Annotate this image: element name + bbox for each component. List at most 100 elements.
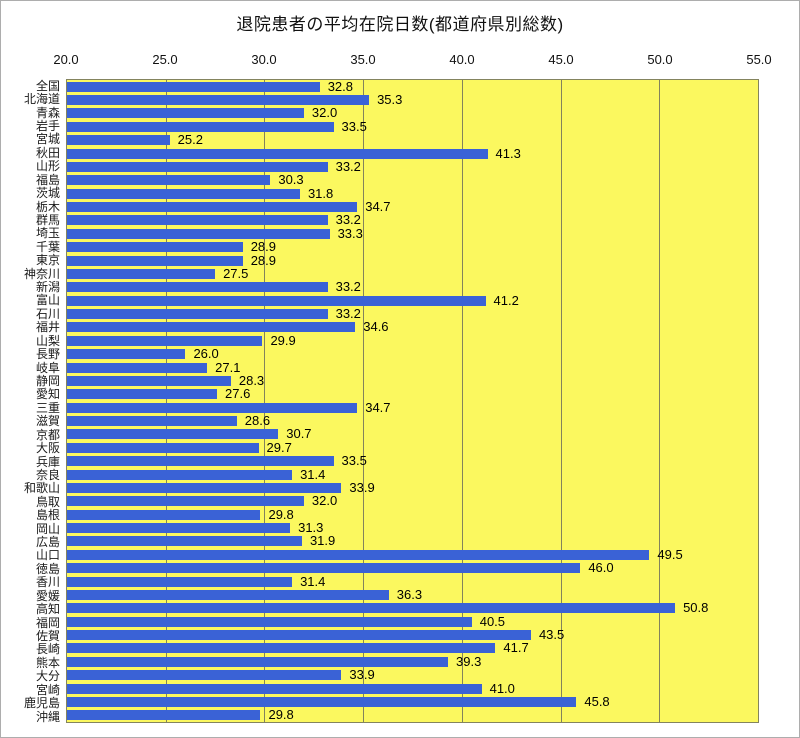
bar: [67, 349, 186, 360]
y-category-label: 宮崎: [35, 682, 60, 697]
bar-value-label: 27.5: [223, 265, 249, 281]
bar-row: 29.9: [67, 334, 758, 347]
bar-value-label: 33.5: [341, 453, 367, 469]
y-category-label: 広島: [35, 535, 60, 550]
y-category-label: 群馬: [35, 212, 60, 227]
y-category-label: 香川: [35, 575, 60, 590]
y-category-label: 鹿児島: [23, 696, 60, 711]
bar: [67, 161, 328, 172]
y-category-label: 茨城: [35, 186, 60, 201]
y-category-label: 新潟: [35, 280, 60, 295]
bar-value-label: 31.4: [300, 466, 326, 482]
bar-row: 41.2: [67, 294, 758, 307]
y-category-label: 鳥取: [35, 494, 60, 509]
bar-row: 29.7: [67, 441, 758, 454]
bar: [67, 536, 302, 547]
bar-value-label: 34.7: [365, 399, 391, 415]
gridline: [165, 80, 167, 722]
bar-row: 28.9: [67, 254, 758, 267]
bar: [67, 188, 300, 199]
y-category-label: 大分: [35, 669, 60, 684]
y-category-label: 岡山: [35, 521, 60, 536]
bar-value-label: 28.6: [244, 413, 271, 429]
bar-row: 33.2: [67, 280, 758, 294]
x-tick-label: 40.0: [449, 52, 475, 67]
gridline: [363, 80, 365, 722]
bar-row: 35.3: [67, 93, 758, 106]
bar-row: 41.3: [67, 147, 758, 160]
y-category-label: 岩手: [35, 118, 60, 133]
x-tick-label: 50.0: [647, 52, 673, 67]
bar-row: 32.0: [67, 494, 758, 508]
bar: [67, 215, 328, 226]
y-category-label: 滋賀: [35, 414, 60, 429]
bar-value-label: 46.0: [588, 560, 614, 576]
y-category-label: 東京: [35, 253, 60, 268]
y-category-label: 兵庫: [35, 454, 60, 469]
y-category-label: 北海道: [23, 92, 60, 107]
bar-row: 34.7: [67, 200, 758, 213]
bar-value-label: 32.0: [311, 105, 338, 121]
bar-row: 34.7: [67, 401, 758, 414]
y-category-label: 宮城: [35, 132, 60, 147]
bar: [67, 148, 488, 159]
bar-row: 31.8: [67, 187, 758, 200]
bar-value-label: 28.9: [250, 252, 277, 268]
bar-value-label: 31.4: [300, 573, 326, 589]
y-category-label: 岐阜: [35, 360, 60, 375]
bar-value-label: 41.2: [493, 292, 519, 308]
bar-value-label: 33.5: [341, 118, 367, 134]
bar-value-label: 49.5: [657, 546, 683, 562]
y-category-label: 山口: [35, 548, 60, 563]
bar-rows: 32.8 35.3 32.0 33.5 25.2 41.3 33.2 30.3 31.8 34.7…: [67, 80, 758, 722]
bar: [67, 509, 261, 520]
bar-value-label: 39.3: [456, 653, 482, 669]
y-category-label: 栃木: [35, 199, 60, 214]
gridline: [461, 80, 463, 722]
bar-value-label: 29.7: [266, 439, 292, 455]
y-category-label: 石川: [35, 306, 60, 321]
y-category-label: 奈良: [35, 467, 60, 482]
bar: [67, 295, 486, 306]
bar-row: 28.6: [67, 414, 758, 427]
y-category-label: 静岡: [35, 373, 60, 388]
y-category-label: 佐賀: [35, 629, 60, 643]
bar-value-label: 32.8: [327, 78, 354, 94]
bar-row: 31.4: [67, 468, 758, 481]
bar-value-label: 27.1: [215, 359, 241, 375]
bar: [67, 482, 342, 493]
bar-value-label: 45.8: [584, 693, 610, 709]
bar-row: 45.8: [67, 695, 758, 708]
bar-row: 36.3: [67, 588, 758, 601]
bar: [67, 643, 496, 654]
bar: [67, 710, 261, 721]
x-axis-tick-labels: 20.0 25.0 30.0 35.0 40.0 45.0 50.0 55.0: [53, 52, 771, 68]
y-category-label: 山梨: [35, 333, 60, 348]
bar-row: 39.3: [67, 655, 758, 668]
bar: [67, 282, 328, 293]
y-category-label: 大阪: [35, 441, 60, 456]
bar: [67, 616, 472, 627]
y-category-label: 福島: [35, 172, 60, 187]
bar: [67, 81, 320, 92]
bar: [67, 670, 342, 681]
bar-value-label: 34.6: [363, 319, 389, 335]
bar-row: 43.5: [67, 628, 758, 641]
bar: [67, 375, 231, 386]
y-category-label: 和歌山: [23, 481, 60, 496]
bar: [67, 121, 334, 132]
bar: [67, 656, 449, 667]
y-category-label: 京都: [35, 427, 60, 442]
bar-row: 31.9: [67, 534, 758, 548]
bar: [67, 202, 358, 213]
bar: [67, 630, 531, 641]
bar-row: 29.8: [67, 708, 758, 722]
bar-row: 34.6: [67, 319, 758, 335]
y-category-label: 高知: [35, 602, 60, 617]
bar-row: 25.2: [67, 133, 758, 147]
bar-value-label: 34.7: [365, 199, 391, 215]
bar-value-label: 35.3: [377, 92, 403, 108]
bar-value-label: 40.5: [479, 613, 506, 629]
bar-value-label: 41.3: [495, 145, 521, 161]
x-tick-label: 25.0: [152, 52, 178, 67]
